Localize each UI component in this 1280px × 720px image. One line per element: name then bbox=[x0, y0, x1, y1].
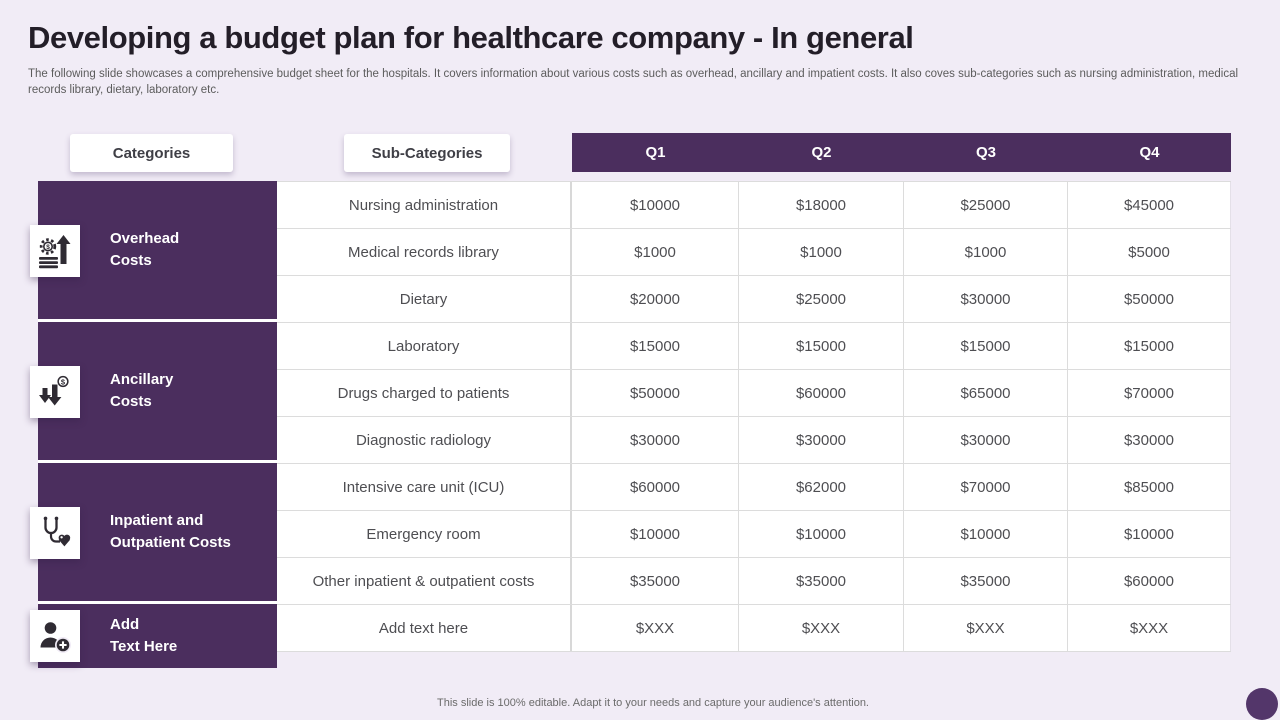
quarter-header-q1: Q1 bbox=[645, 144, 666, 161]
q3-cell: $30000 bbox=[904, 417, 1068, 463]
q1-cell: $60000 bbox=[572, 464, 739, 510]
q3-cell: $25000 bbox=[904, 182, 1068, 228]
q1-cell: $35000 bbox=[572, 558, 739, 604]
budget-table: Nursing administration $10000 $18000 $25… bbox=[277, 181, 1231, 652]
q4-cell: $70000 bbox=[1068, 370, 1231, 416]
subcategory-cell: Nursing administration bbox=[277, 182, 572, 228]
q3-cell: $15000 bbox=[904, 323, 1068, 369]
q4-cell: $60000 bbox=[1068, 558, 1231, 604]
subcategory-cell: Emergency room bbox=[277, 511, 572, 557]
slide-description: The following slide showcases a comprehe… bbox=[28, 68, 1239, 96]
table-row: Drugs charged to patients $50000 $60000 … bbox=[277, 370, 1231, 417]
table-row: Intensive care unit (ICU) $60000 $62000 … bbox=[277, 464, 1231, 511]
q1-cell: $1000 bbox=[572, 229, 739, 275]
quarter-header-q2: Q2 bbox=[811, 144, 832, 161]
q2-cell: $18000 bbox=[739, 182, 904, 228]
add-text-icon-box bbox=[30, 610, 80, 662]
category-block-ancillary-costs: Ancillary Costs bbox=[38, 322, 277, 463]
stethoscope-heart-icon bbox=[43, 516, 71, 547]
q1-cell: $15000 bbox=[572, 323, 739, 369]
q2-cell: $25000 bbox=[739, 276, 904, 322]
q3-cell: $70000 bbox=[904, 464, 1068, 510]
add-person-icon bbox=[40, 622, 71, 653]
q4-cell: $XXX bbox=[1068, 605, 1231, 651]
table-row: Nursing administration $10000 $18000 $25… bbox=[277, 182, 1231, 229]
category-label-line2: Costs bbox=[110, 393, 152, 410]
q1-cell: $20000 bbox=[572, 276, 739, 322]
q4-cell: $15000 bbox=[1068, 323, 1231, 369]
q2-cell: $1000 bbox=[739, 229, 904, 275]
inpatient-outpatient-icon-box bbox=[30, 507, 80, 559]
q4-cell: $85000 bbox=[1068, 464, 1231, 510]
corner-circle-decoration bbox=[1246, 688, 1278, 720]
ancillary-costs-icon-box: $ bbox=[30, 366, 80, 418]
q2-cell: $XXX bbox=[739, 605, 904, 651]
q4-cell: $45000 bbox=[1068, 182, 1231, 228]
q2-cell: $35000 bbox=[739, 558, 904, 604]
q1-cell: $30000 bbox=[572, 417, 739, 463]
subcategory-cell: Medical records library bbox=[277, 229, 572, 275]
subcategory-cell: Add text here bbox=[277, 605, 572, 651]
table-row: Add text here $XXX $XXX $XXX $XXX bbox=[277, 605, 1231, 652]
category-label-line2: Text Here bbox=[110, 638, 178, 655]
q4-cell: $5000 bbox=[1068, 229, 1231, 275]
footer-note: This slide is 100% editable. Adapt it to… bbox=[437, 697, 869, 709]
svg-text:$: $ bbox=[61, 377, 66, 386]
q2-cell: $62000 bbox=[739, 464, 904, 510]
q2-cell: $15000 bbox=[739, 323, 904, 369]
table-row: Other inpatient & outpatient costs $3500… bbox=[277, 558, 1231, 605]
q1-cell: $10000 bbox=[572, 182, 739, 228]
category-label-line1: Add bbox=[110, 616, 140, 634]
subcategory-cell: Laboratory bbox=[277, 323, 572, 369]
q3-cell: $1000 bbox=[904, 229, 1068, 275]
q3-cell: $65000 bbox=[904, 370, 1068, 416]
subcategory-cell: Other inpatient & outpatient costs bbox=[277, 558, 572, 604]
subcategories-header: Sub-Categories bbox=[344, 134, 510, 172]
table-row: Dietary $20000 $25000 $30000 $50000 bbox=[277, 276, 1231, 323]
q1-cell: $50000 bbox=[572, 370, 739, 416]
q1-cell: $XXX bbox=[572, 605, 739, 651]
page-title: Developing a budget plan for healthcare … bbox=[28, 20, 914, 55]
subcategory-cell: Dietary bbox=[277, 276, 572, 322]
quarter-header-q4: Q4 bbox=[1139, 144, 1160, 161]
q4-cell: $50000 bbox=[1068, 276, 1231, 322]
quarter-header-bar: Q1 Q2 Q3 Q4 bbox=[572, 133, 1231, 172]
category-label-line1: Ancillary bbox=[110, 371, 174, 389]
category-label: Overhead Costs bbox=[38, 181, 277, 319]
q3-cell: $35000 bbox=[904, 558, 1068, 604]
q2-cell: $60000 bbox=[739, 370, 904, 416]
table-row: Diagnostic radiology $30000 $30000 $3000… bbox=[277, 417, 1231, 464]
q4-cell: $10000 bbox=[1068, 511, 1231, 557]
category-label-line2: Outpatient Costs bbox=[110, 534, 231, 551]
category-label: Ancillary Costs bbox=[38, 322, 277, 460]
overhead-costs-icon-box: $ bbox=[30, 225, 80, 277]
table-row: Laboratory $15000 $15000 $15000 $15000 bbox=[277, 323, 1231, 370]
svg-text:$: $ bbox=[46, 244, 50, 251]
categories-header: Categories bbox=[70, 134, 233, 172]
category-label-line1: Overhead bbox=[110, 230, 180, 248]
category-label: Add Text Here bbox=[38, 604, 277, 668]
q2-cell: $30000 bbox=[739, 417, 904, 463]
subcategory-cell: Diagnostic radiology bbox=[277, 417, 572, 463]
q3-cell: $10000 bbox=[904, 511, 1068, 557]
table-row: Emergency room $10000 $10000 $10000 $100… bbox=[277, 511, 1231, 558]
subcategory-cell: Drugs charged to patients bbox=[277, 370, 572, 416]
subcategory-cell: Intensive care unit (ICU) bbox=[277, 464, 572, 510]
category-label: Inpatient and Outpatient Costs bbox=[38, 463, 277, 601]
q3-cell: $30000 bbox=[904, 276, 1068, 322]
quarter-header-q3: Q3 bbox=[975, 144, 996, 161]
q2-cell: $10000 bbox=[739, 511, 904, 557]
money-growth-icon: $ bbox=[39, 235, 71, 269]
category-label-line1: Inpatient and bbox=[110, 512, 204, 530]
cost-reduction-icon: $ bbox=[39, 375, 69, 406]
table-row: Medical records library $1000 $1000 $100… bbox=[277, 229, 1231, 276]
q1-cell: $10000 bbox=[572, 511, 739, 557]
q4-cell: $30000 bbox=[1068, 417, 1231, 463]
category-label-line2: Costs bbox=[110, 252, 152, 269]
q3-cell: $XXX bbox=[904, 605, 1068, 651]
